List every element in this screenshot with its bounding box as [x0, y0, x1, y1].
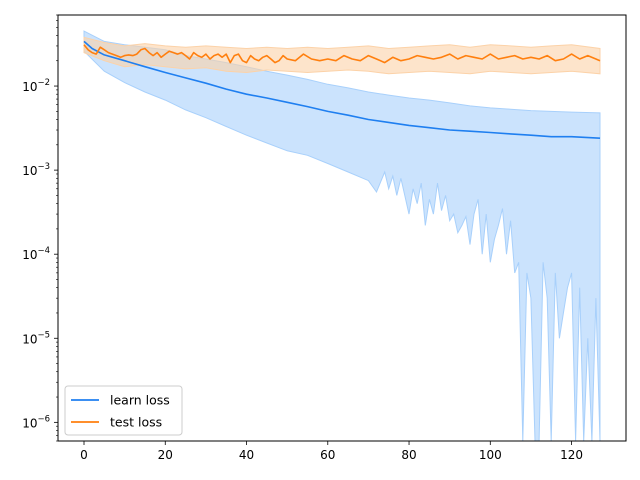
- legend-label-test-loss: test loss: [110, 415, 162, 430]
- x-tick-label: 60: [320, 448, 335, 462]
- x-tick-label: 20: [158, 448, 173, 462]
- x-tick-label: 100: [479, 448, 502, 462]
- legend: learn loss test loss: [64, 385, 183, 436]
- y-tick-label: 10−2: [22, 78, 50, 94]
- confidence-bands: [83, 30, 601, 442]
- series-lines: [83, 40, 601, 139]
- x-tick-label: 0: [80, 448, 88, 462]
- x-tick-label: 80: [401, 448, 416, 462]
- y-tick-label: 10−3: [22, 162, 50, 178]
- plot-area: [83, 30, 601, 442]
- test-loss-line: [83, 44, 601, 64]
- y-axis-ticks: 10−6 10−5 10−4 10−3 10−2: [22, 14, 58, 442]
- x-axis-ticks: 0 20 40 60 80 100 120: [80, 441, 583, 462]
- x-tick-label: 120: [560, 448, 583, 462]
- learn-loss-line: [83, 40, 601, 139]
- test-loss-band: [83, 36, 601, 75]
- learn-loss-band: [83, 30, 601, 442]
- legend-label-learn-loss: learn loss: [110, 393, 170, 408]
- y-tick-label: 10−6: [22, 414, 50, 430]
- x-tick-label: 40: [239, 448, 254, 462]
- y-tick-label: 10−4: [22, 246, 50, 262]
- y-tick-label: 10−5: [22, 330, 50, 346]
- axes-frame: [57, 14, 627, 442]
